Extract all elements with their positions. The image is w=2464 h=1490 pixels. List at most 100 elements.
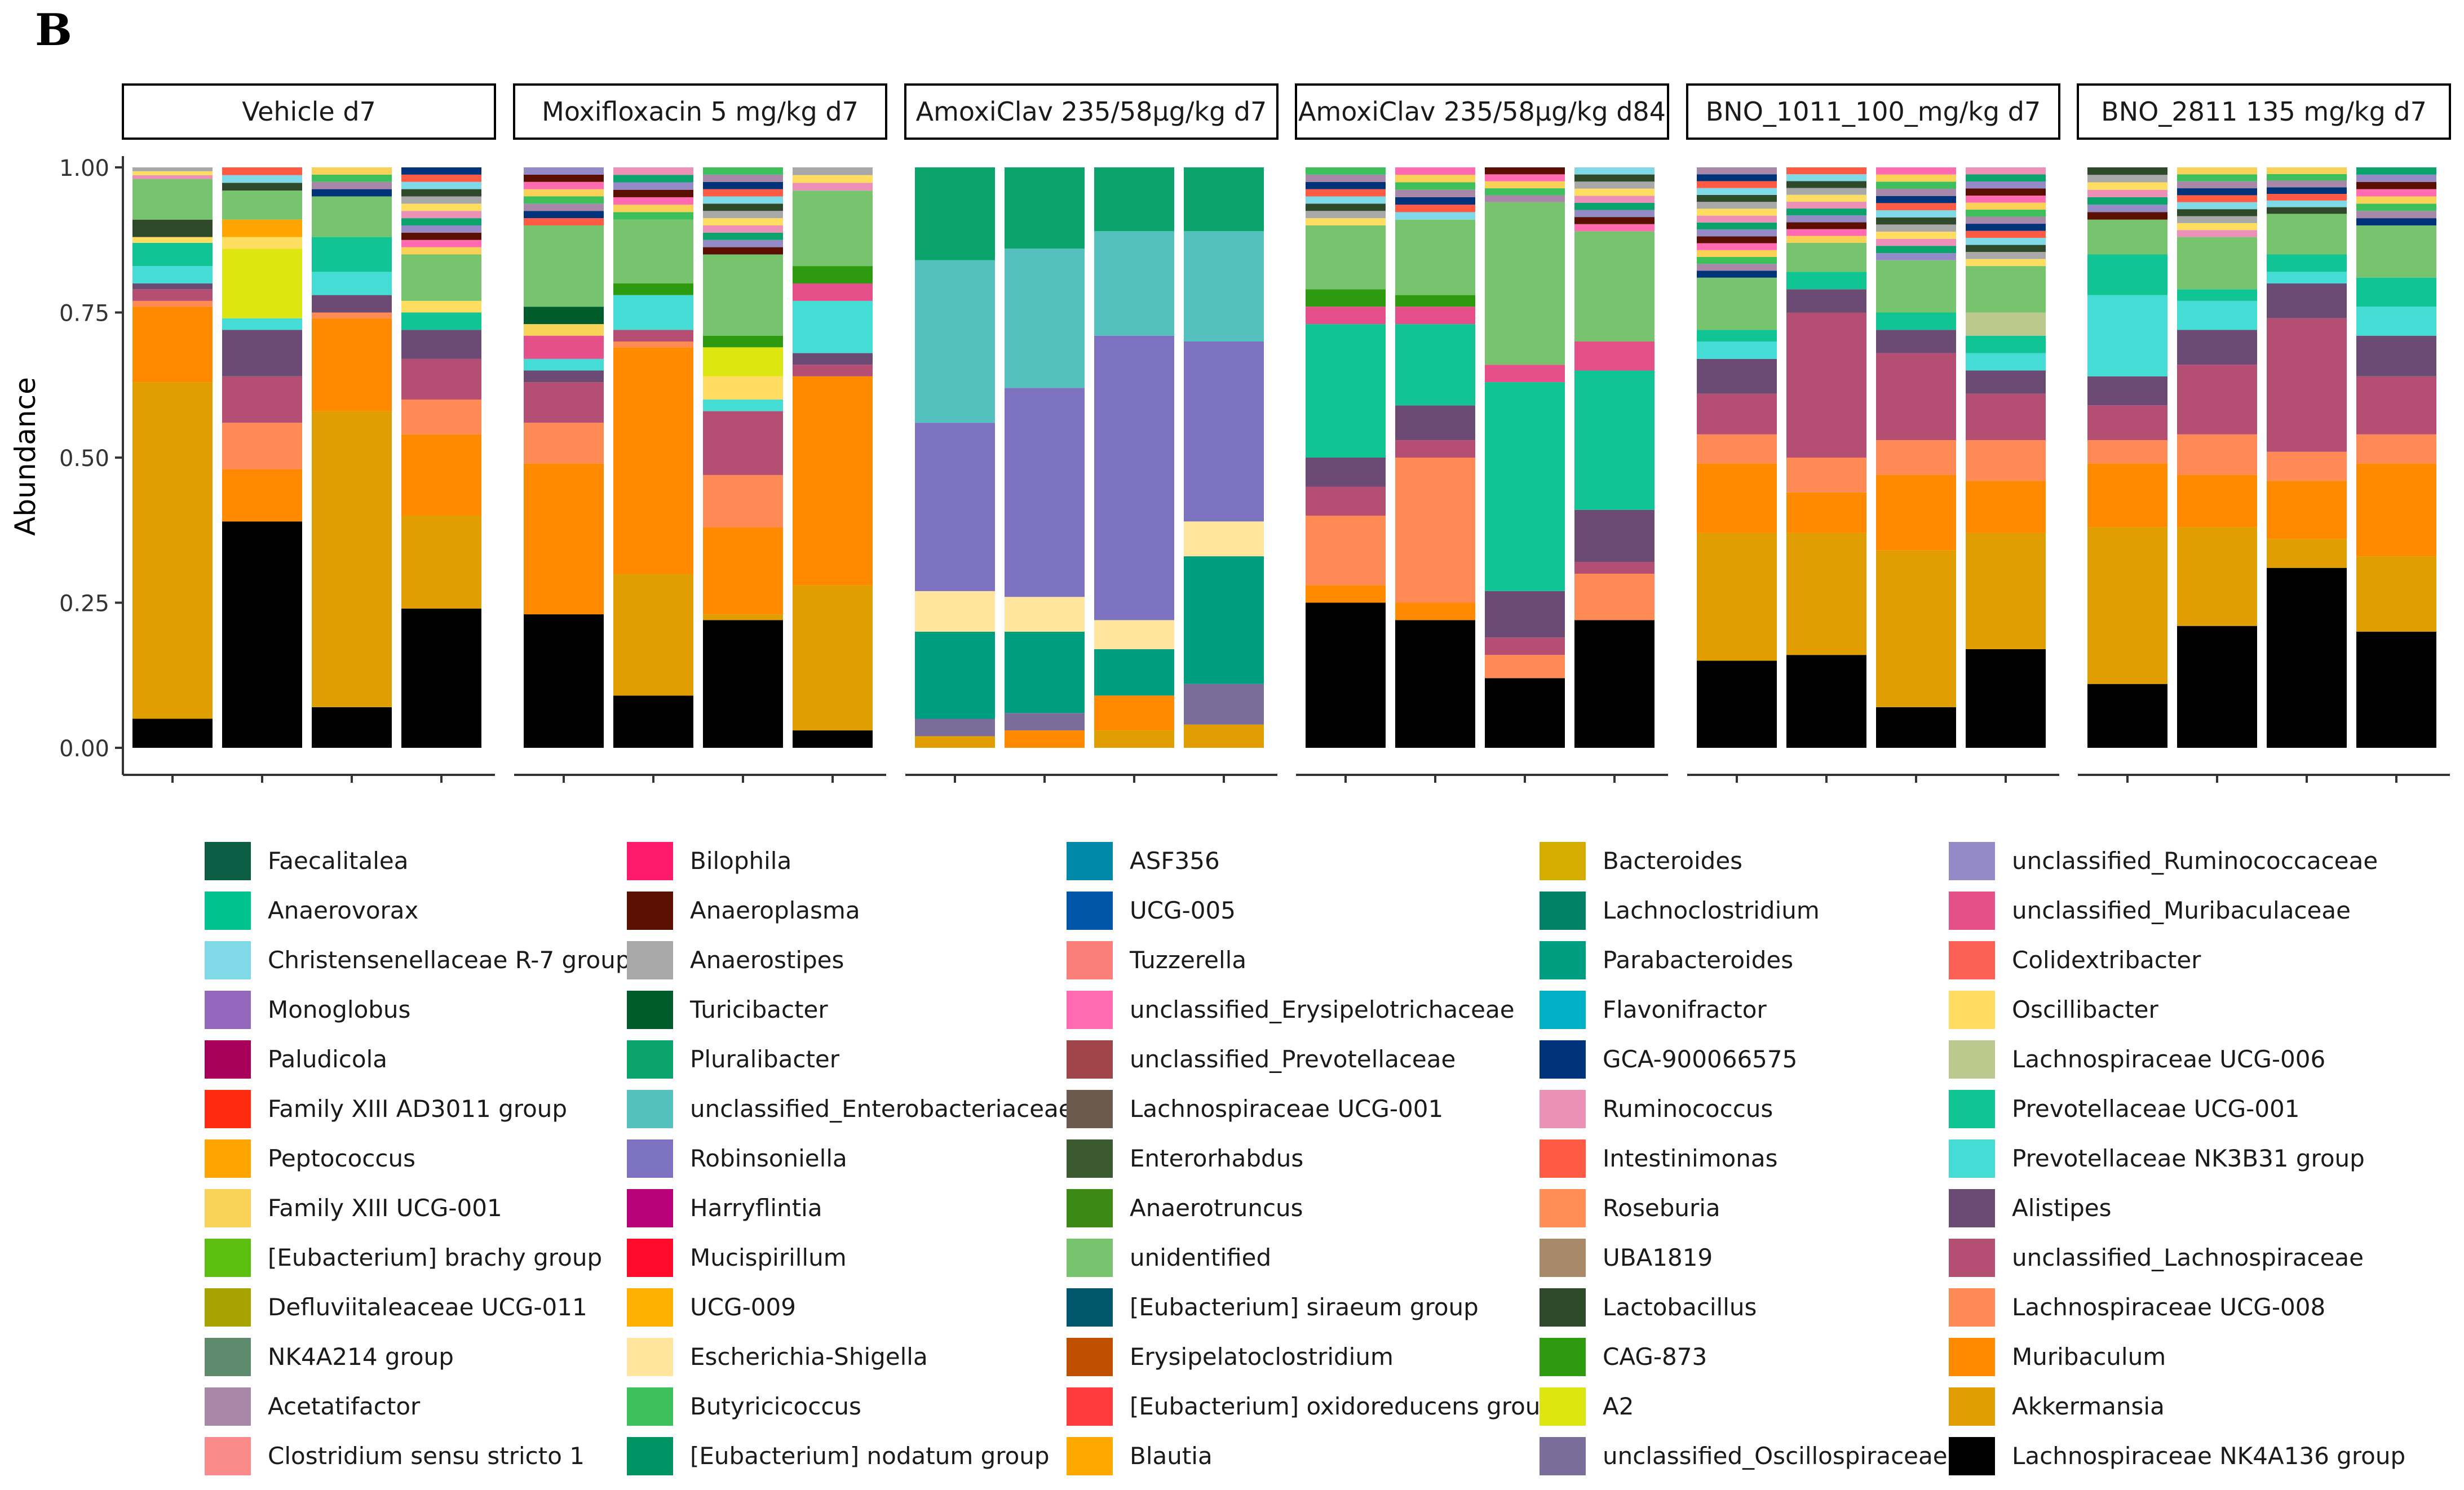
bar-segment bbox=[1574, 370, 1655, 510]
bar-segment-minor bbox=[1697, 209, 1777, 216]
bar-segment bbox=[703, 614, 783, 620]
bar-segment bbox=[1395, 307, 1475, 325]
legend-label: Escherichia-Shigella bbox=[690, 1343, 928, 1371]
legend-label: Peptococcus bbox=[268, 1145, 415, 1172]
bar-segment bbox=[524, 307, 604, 325]
bar-segment-minor bbox=[793, 183, 873, 191]
bar-segment bbox=[793, 300, 873, 353]
bar-segment-minor bbox=[1697, 222, 1777, 230]
legend-swatch bbox=[1949, 941, 1995, 979]
bar-segment-minor bbox=[613, 205, 693, 212]
legend-label: Lachnospiraceae UCG-008 bbox=[2012, 1293, 2325, 1321]
bar-segment-minor bbox=[401, 232, 481, 240]
bar-segment bbox=[132, 382, 213, 719]
bar-segment-minor bbox=[1966, 224, 2046, 231]
bar-segment-minor bbox=[2087, 212, 2167, 220]
legend-label: Bilophila bbox=[690, 847, 791, 875]
legend-label: unclassified_Ruminococcaceae bbox=[2012, 847, 2378, 875]
legend-label: GCA-900066575 bbox=[1603, 1045, 1797, 1073]
legend-swatch bbox=[1067, 1387, 1113, 1426]
legend-swatch bbox=[1949, 1139, 1995, 1178]
bar-segment-minor bbox=[703, 225, 783, 233]
legend-swatch bbox=[627, 1040, 673, 1079]
legend-item: Anaeroplasma bbox=[627, 892, 860, 930]
bar-segment bbox=[2087, 376, 2167, 406]
bar bbox=[2356, 167, 2436, 748]
bar-segment bbox=[613, 219, 693, 283]
bar-segment bbox=[1574, 562, 1655, 574]
bar-segment-minor bbox=[401, 211, 481, 219]
bar-segment-minor bbox=[1966, 238, 2046, 245]
bar-segment bbox=[793, 730, 873, 748]
bar-segment-minor bbox=[1306, 181, 1386, 189]
legend-swatch bbox=[1540, 941, 1586, 979]
legend-label: Prevotellaceae NK3B31 group bbox=[2012, 1145, 2365, 1172]
facet: BNO_2811 135 mg/kg d7 bbox=[2077, 83, 2451, 783]
y-tick-label: 0.50 bbox=[59, 446, 109, 472]
bar bbox=[1966, 167, 2046, 748]
bar-segment-minor bbox=[401, 181, 481, 189]
bar-segment bbox=[1876, 440, 1956, 475]
bar-segment bbox=[1184, 684, 1264, 725]
bar-segment bbox=[1005, 249, 1085, 388]
legend-swatch bbox=[627, 941, 673, 979]
legend-swatch bbox=[627, 892, 673, 930]
bar-segment bbox=[1786, 312, 1866, 458]
legend-label: unclassified_Enterobacteriaceae bbox=[690, 1095, 1073, 1123]
bar-segment bbox=[132, 266, 213, 283]
bar-segment-minor bbox=[1574, 210, 1655, 218]
legend-item: Pluralibacter bbox=[627, 1040, 840, 1079]
bar-segment-minor bbox=[1574, 174, 1655, 182]
bar-segment bbox=[2356, 277, 2436, 307]
bar-segment-minor bbox=[132, 171, 213, 175]
legend-item: Family XIII UCG-001 bbox=[205, 1189, 502, 1227]
legend-swatch bbox=[627, 1189, 673, 1227]
legend-swatch bbox=[205, 1139, 251, 1178]
legend-label: Prevotellaceae UCG-001 bbox=[2012, 1095, 2300, 1123]
bar-segment bbox=[703, 376, 783, 400]
bar-segment bbox=[2356, 335, 2436, 376]
bar-segment bbox=[2267, 318, 2347, 452]
bar-segment-minor bbox=[1876, 196, 1956, 203]
legend-label: Harryflintia bbox=[690, 1194, 822, 1222]
bar-segment bbox=[793, 376, 873, 586]
bar-segment-minor bbox=[1876, 246, 1956, 254]
bar-segment bbox=[1395, 458, 1475, 603]
bar-segment bbox=[613, 283, 693, 295]
legend-item: Butyricicoccus bbox=[627, 1387, 861, 1426]
facet: AmoxiClav 235/58µg/kg d84 bbox=[1295, 83, 1669, 783]
bar-segment bbox=[2356, 632, 2436, 748]
legend-label: A2 bbox=[1603, 1393, 1634, 1420]
bar-segment-minor bbox=[401, 203, 481, 211]
legend-item: UBA1819 bbox=[1540, 1239, 1713, 1277]
bar-segment bbox=[1005, 713, 1085, 731]
bar-segment-minor bbox=[1786, 222, 1866, 229]
bar bbox=[2087, 167, 2167, 748]
bar-segment-minor bbox=[2356, 181, 2436, 189]
bar-segment bbox=[2087, 463, 2167, 527]
bar-segment-minor bbox=[703, 181, 783, 189]
legend-item: Harryflintia bbox=[627, 1189, 822, 1227]
bar-segment-minor bbox=[2267, 167, 2347, 174]
legend-label: [Eubacterium] oxidoreducens group bbox=[1130, 1393, 1555, 1420]
y-tick-label: 0.00 bbox=[59, 736, 109, 762]
bar-segment bbox=[1395, 405, 1475, 441]
bar-segment bbox=[613, 295, 693, 330]
legend-item: GCA-900066575 bbox=[1540, 1040, 1797, 1079]
bar-segment-minor bbox=[1306, 167, 1386, 175]
bar-segment-minor bbox=[1395, 189, 1475, 197]
legend-label: Monoglobus bbox=[268, 996, 410, 1023]
legend-swatch bbox=[1540, 1090, 1586, 1128]
legend-label: UCG-005 bbox=[1130, 897, 1236, 924]
bar-segment bbox=[1786, 272, 1866, 290]
bar-segment bbox=[915, 632, 995, 719]
legend-item: Intestinimonas bbox=[1540, 1139, 1777, 1178]
bar-segment bbox=[1574, 231, 1655, 342]
bar-segment bbox=[132, 307, 213, 383]
y-tick-label: 1.00 bbox=[59, 156, 109, 181]
legend-swatch bbox=[1949, 1189, 1995, 1227]
bar-segment-minor bbox=[401, 240, 481, 247]
bar-segment-minor bbox=[1395, 167, 1475, 175]
legend-swatch bbox=[1540, 991, 1586, 1029]
bar-segment-minor bbox=[524, 167, 604, 175]
